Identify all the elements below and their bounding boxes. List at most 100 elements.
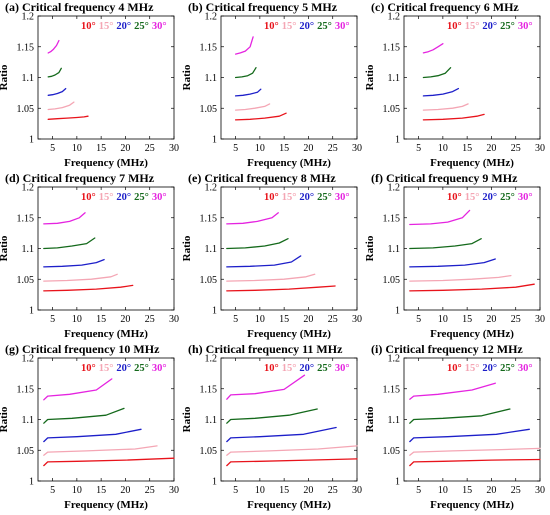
x-tick-label: 30 xyxy=(169,485,179,496)
x-axis-label: Frequency (MHz) xyxy=(430,499,514,511)
y-tick-label: 1.05 xyxy=(383,104,401,115)
legend-entry: 10° xyxy=(81,21,96,32)
series-line-4 xyxy=(409,209,471,226)
legend-entry: 25° xyxy=(134,192,149,203)
x-tick-label: 30 xyxy=(535,485,545,496)
x-tick-label: 10 xyxy=(438,314,448,325)
series-line-2 xyxy=(226,255,302,268)
x-tick-label: 5 xyxy=(50,485,55,496)
x-tick-label: 5 xyxy=(50,143,55,154)
series-line-1 xyxy=(422,103,469,111)
y-tick-label: 1 xyxy=(212,477,217,488)
panel-title: (e) Critical frequency 8 MHz xyxy=(188,171,336,185)
x-tick-label: 10 xyxy=(255,143,265,154)
legend-entry: 25° xyxy=(500,21,515,32)
series-line-1 xyxy=(409,274,512,282)
legend-entry: 20° xyxy=(116,21,131,32)
panel-6: 5 10 15 20 25 30 1 1.05 1.1 1.15 1.2(f) Critical f… xyxy=(364,171,545,340)
panel-3: 5 10 15 20 25 30 1 1.05 1.1 1.15 1.2(c) Critical f… xyxy=(364,0,545,169)
x-tick-label: 10 xyxy=(72,485,82,496)
y-tick-label: 1.2 xyxy=(22,183,35,194)
x-axis-label: Frequency (MHz) xyxy=(64,499,148,511)
y-tick-label: 1.15 xyxy=(200,42,218,53)
panel-title: (h) Critical frequency 11 MHz xyxy=(188,342,343,356)
series-line-2 xyxy=(43,428,142,443)
legend-entry: 15° xyxy=(465,192,480,203)
y-tick-label: 1.05 xyxy=(200,275,218,286)
panel-9: 5 10 15 20 25 30 1 1.05 1.1 1.15 1.2(i) Critical f… xyxy=(364,342,545,511)
legend-entry: 10° xyxy=(81,192,96,203)
legend-entry: 15° xyxy=(99,192,114,203)
y-tick-label: 1.2 xyxy=(388,354,401,365)
series-line-2 xyxy=(409,428,530,443)
legend-entry: 10° xyxy=(447,192,462,203)
x-tick-label: 15 xyxy=(462,143,472,154)
y-tick-label: 1.2 xyxy=(205,183,218,194)
x-tick-label: 20 xyxy=(303,143,313,154)
x-tick-label: 30 xyxy=(352,143,362,154)
y-tick-label: 1.05 xyxy=(17,446,35,457)
x-tick-label: 5 xyxy=(233,314,238,325)
series-line-1 xyxy=(409,447,541,456)
x-tick-label: 5 xyxy=(416,143,421,154)
legend-entry: 20° xyxy=(299,21,314,32)
y-tick-label: 1.1 xyxy=(388,73,401,84)
series-line-3 xyxy=(43,407,125,424)
series-line-0 xyxy=(226,458,358,467)
panel-4: 5 10 15 20 25 30 1 1.05 1.1 1.15 1.2(d) Critical f… xyxy=(0,171,179,340)
series-line-2 xyxy=(234,88,262,97)
x-tick-label: 15 xyxy=(462,314,472,325)
x-tick-label: 20 xyxy=(120,143,130,154)
legend-entry: 20° xyxy=(299,192,314,203)
x-tick-label: 30 xyxy=(169,143,179,154)
y-tick-label: 1.15 xyxy=(17,42,35,53)
series-line-4 xyxy=(43,212,86,225)
x-axis-label: Frequency (MHz) xyxy=(430,157,514,169)
legend-entry: 30° xyxy=(152,192,167,203)
legend: 10° 15° 20° 25° 30° xyxy=(81,21,167,32)
legend-entry: 15° xyxy=(465,21,480,32)
x-tick-label: 10 xyxy=(255,485,265,496)
y-tick-label: 1.1 xyxy=(22,244,35,255)
series-line-3 xyxy=(43,237,96,250)
legend-entry: 15° xyxy=(99,21,114,32)
x-tick-label: 25 xyxy=(145,485,155,496)
x-tick-label: 20 xyxy=(120,485,130,496)
x-tick-label: 15 xyxy=(96,485,106,496)
y-axis-label: Ratio xyxy=(364,64,376,90)
y-axis-label: Ratio xyxy=(181,235,193,261)
series-line-0 xyxy=(422,113,485,121)
legend-entry: 10° xyxy=(264,192,279,203)
x-tick-label: 10 xyxy=(72,314,82,325)
legend: 10° 15° 20° 25° 30° xyxy=(447,192,533,203)
x-tick-label: 30 xyxy=(535,314,545,325)
y-axis-label: Ratio xyxy=(181,64,193,90)
series-line-4 xyxy=(43,378,113,401)
series-line-2 xyxy=(226,426,337,443)
y-tick-label: 1.2 xyxy=(388,183,401,194)
series-line-2 xyxy=(43,258,105,268)
y-tick-label: 1.2 xyxy=(205,354,218,365)
x-tick-label: 5 xyxy=(416,485,421,496)
x-tick-label: 30 xyxy=(352,485,362,496)
legend: 10° 15° 20° 25° 30° xyxy=(264,21,350,32)
series-line-3 xyxy=(422,67,452,79)
y-tick-label: 1.05 xyxy=(383,446,401,457)
panel-title: (g) Critical frequency 10 MHz xyxy=(5,342,160,356)
legend-entry: 20° xyxy=(116,363,131,374)
legend-entry: 10° xyxy=(264,21,279,32)
x-tick-label: 30 xyxy=(352,314,362,325)
legend-entry: 10° xyxy=(447,363,462,374)
y-tick-label: 1.2 xyxy=(205,12,218,23)
x-tick-label: 10 xyxy=(438,485,448,496)
panel-8: 5 10 15 20 25 30 1 1.05 1.1 1.15 1.2(h) Critical f… xyxy=(181,342,362,511)
y-tick-label: 1.1 xyxy=(205,415,218,426)
series-line-0 xyxy=(234,112,287,121)
x-tick-label: 25 xyxy=(511,143,521,154)
panel-title: (b) Critical frequency 5 MHz xyxy=(188,0,338,14)
series-line-1 xyxy=(47,101,75,111)
x-tick-label: 10 xyxy=(438,143,448,154)
y-tick-label: 1.15 xyxy=(200,384,218,395)
series-line-3 xyxy=(226,238,289,250)
y-tick-label: 1.05 xyxy=(17,104,35,115)
